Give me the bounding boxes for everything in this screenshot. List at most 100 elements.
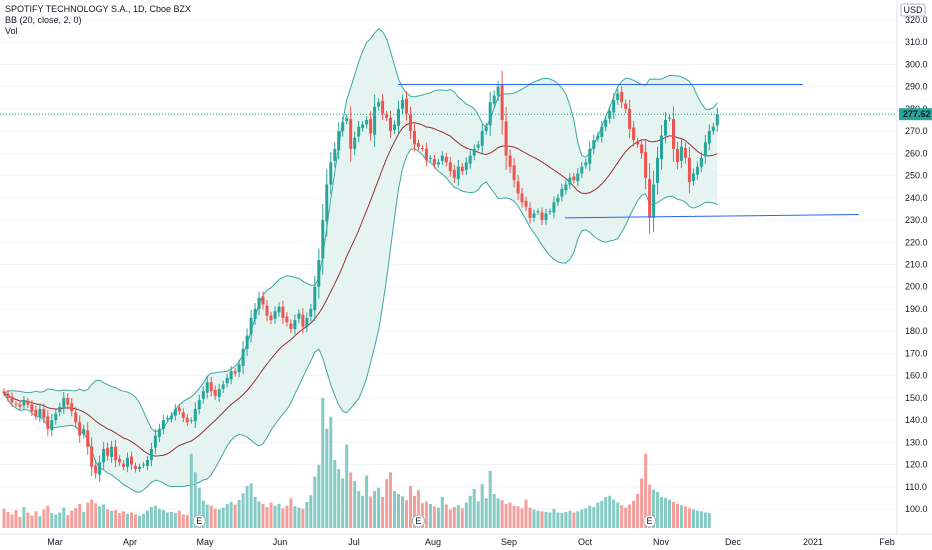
legend-indicator[interactable]: BB (20, close, 2, 0) [5,15,82,25]
legend-title[interactable]: SPOTIFY TECHNOLOGY S.A., 1D, Cboe BZX [5,4,192,14]
candle [444,152,448,167]
candle-body [365,120,369,125]
price-tick-label: 130.0 [905,437,928,447]
candle-body [393,124,396,130]
candle-body [632,127,636,140]
volume-bar [153,505,157,528]
price-tick-label: 190.0 [905,304,928,314]
candle-body [341,122,345,132]
candle-body [321,220,325,259]
volume-bar [34,511,38,528]
price-tick-label: 250.0 [905,171,928,181]
candle [596,132,600,143]
candle [456,160,460,186]
candle [353,131,357,156]
candle-body [22,400,26,406]
volume-bar [436,507,440,528]
volume-bar [70,510,74,528]
candle-body [2,391,6,394]
legend-volume[interactable]: Vol [5,26,18,36]
candle-body [201,391,205,399]
volume-bar [612,499,616,528]
candle-body [460,166,464,172]
candle-body [229,371,233,380]
price-tick-label: 120.0 [905,460,928,470]
currency-badge-box [900,3,926,17]
volume-bar [18,516,22,528]
volume-bar [293,506,297,528]
candle [520,187,524,208]
candle [289,319,293,334]
volume-bar [664,497,667,528]
lower-band [3,148,718,493]
price-tick-label: 210.0 [905,260,928,270]
candle-body [516,181,520,194]
volume-bar [301,508,305,528]
price-axis[interactable]: 100.0 110.0 120.0 130.0 140.0 150.0 160.0 170.0… [896,0,932,534]
volume-bar [480,484,484,528]
candle [624,99,628,114]
legend: SPOTIFY TECHNOLOGY S.A., 1D, Cboe BZX BB… [5,4,191,37]
candle [448,156,452,177]
currency-badge[interactable]: USD [900,3,926,17]
candle-body [452,169,456,178]
volume-bar [241,493,245,528]
candle [285,312,289,327]
volume-bar [548,512,552,528]
candle [644,140,648,190]
time-tick-label: Oct [578,537,593,547]
candle-body [648,179,652,218]
candle-body [233,371,237,374]
volume-bar [62,507,66,528]
candle-body [472,148,476,156]
volume-bar [409,485,412,528]
candle [365,116,369,129]
candle [333,142,337,168]
candle-body [436,162,440,165]
candle [460,162,464,175]
volume-bar [656,492,659,528]
candle [301,308,305,334]
volume-bar [233,504,237,528]
time-axis[interactable]: Mar Apr May Jun Jul Aug Sep Oct Nov Dec 2021 Feb [0,533,932,547]
earnings-marker[interactable]: E [411,514,425,528]
volume-bar [397,494,400,528]
candle-body [448,162,452,172]
candle [699,152,703,173]
candle [106,442,110,461]
support-line[interactable] [564,213,860,219]
candle-body [185,417,189,423]
volume-bar [317,464,321,528]
volume-bar [161,510,165,528]
volume-bar [568,510,572,528]
candle-body [560,188,564,197]
volume-bar [90,499,94,528]
volume-bar [464,502,468,528]
earnings-marker[interactable]: E [643,514,657,528]
candle [468,150,472,169]
candle-body [484,126,488,132]
volume-bar [6,511,10,528]
candle [341,116,345,137]
candle [544,208,548,225]
candle [715,108,719,132]
candle [572,172,576,184]
candle [142,461,145,469]
volume-bar [369,496,373,528]
candle-body [464,162,468,170]
volume-bar [512,505,516,528]
candle-body [480,131,484,146]
volume-bar [620,505,624,528]
candle [385,111,389,122]
volume-bar [444,504,448,528]
price-tick-label: 100.0 [905,504,928,514]
candle-body [205,382,209,393]
candle-body [707,131,711,144]
candle-body [110,446,114,457]
volume-bar [157,508,161,528]
earnings-marker[interactable]: E [192,514,206,528]
candle-body [381,100,385,114]
volume-bar [691,509,695,528]
